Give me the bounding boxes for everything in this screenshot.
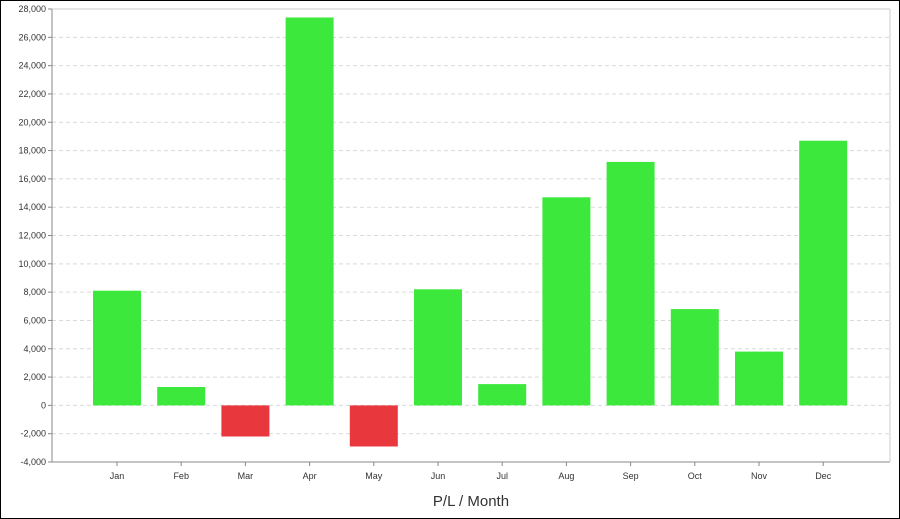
y-tick-label: 12,000 (18, 231, 46, 241)
x-tick-label-jan: Jan (110, 471, 125, 481)
bar-feb (157, 387, 206, 406)
y-tick-label: 4,000 (23, 344, 46, 354)
bar-aug (542, 197, 591, 406)
y-tick-label: 10,000 (18, 259, 46, 269)
bar-mar (221, 405, 270, 437)
y-tick-label: 0 (41, 400, 46, 410)
y-tick-labels: -4,000 -2,000 0 2,000 4,000 6,000 8,000 10,000 1… (18, 4, 46, 467)
y-tick-label: 6,000 (23, 315, 46, 325)
x-tick-label-oct: Oct (688, 471, 703, 481)
x-tick-labels: Jan Feb Mar Apr May Jun Jul Aug Sep Oct Nov Dec (110, 471, 832, 481)
bar-sep (606, 161, 655, 406)
x-tick-label-feb: Feb (173, 471, 189, 481)
x-tick-label-mar: Mar (238, 471, 254, 481)
bar-jan (93, 290, 141, 406)
y-tick-label: 22,000 (18, 89, 46, 99)
x-tick-label-sep: Sep (623, 471, 639, 481)
bar-dec (799, 140, 848, 406)
y-tick-label: 2,000 (23, 372, 46, 382)
bar-apr (285, 17, 334, 406)
y-tick-label: 26,000 (18, 32, 46, 42)
x-tick-label-jul: Jul (496, 471, 508, 481)
y-tick-label: 16,000 (18, 174, 46, 184)
y-tick-label: 14,000 (18, 202, 46, 212)
x-tick-label-nov: Nov (751, 471, 768, 481)
bar-nov (735, 351, 783, 406)
x-tick-label-dec: Dec (815, 471, 832, 481)
y-tick-label: -2,000 (20, 429, 46, 439)
x-tick-label-apr: Apr (303, 471, 317, 481)
x-tick-label-jun: Jun (431, 471, 446, 481)
bar-jul (478, 384, 527, 406)
bar-jun (414, 289, 462, 406)
y-tick-label: -4,000 (20, 457, 46, 467)
bar-oct (670, 309, 719, 406)
y-tick-label: 18,000 (18, 146, 46, 156)
bar-may (349, 405, 398, 447)
bars (93, 17, 848, 447)
x-tick-label-may: May (365, 471, 383, 481)
y-tick-label: 24,000 (18, 61, 46, 71)
y-tick-label: 20,000 (18, 117, 46, 127)
x-tick-label-aug: Aug (558, 471, 574, 481)
x-axis-title: P/L / Month (433, 493, 509, 510)
y-tick-label: 8,000 (23, 287, 46, 297)
y-tick-label: 28,000 (18, 4, 46, 14)
axes (48, 8, 891, 466)
